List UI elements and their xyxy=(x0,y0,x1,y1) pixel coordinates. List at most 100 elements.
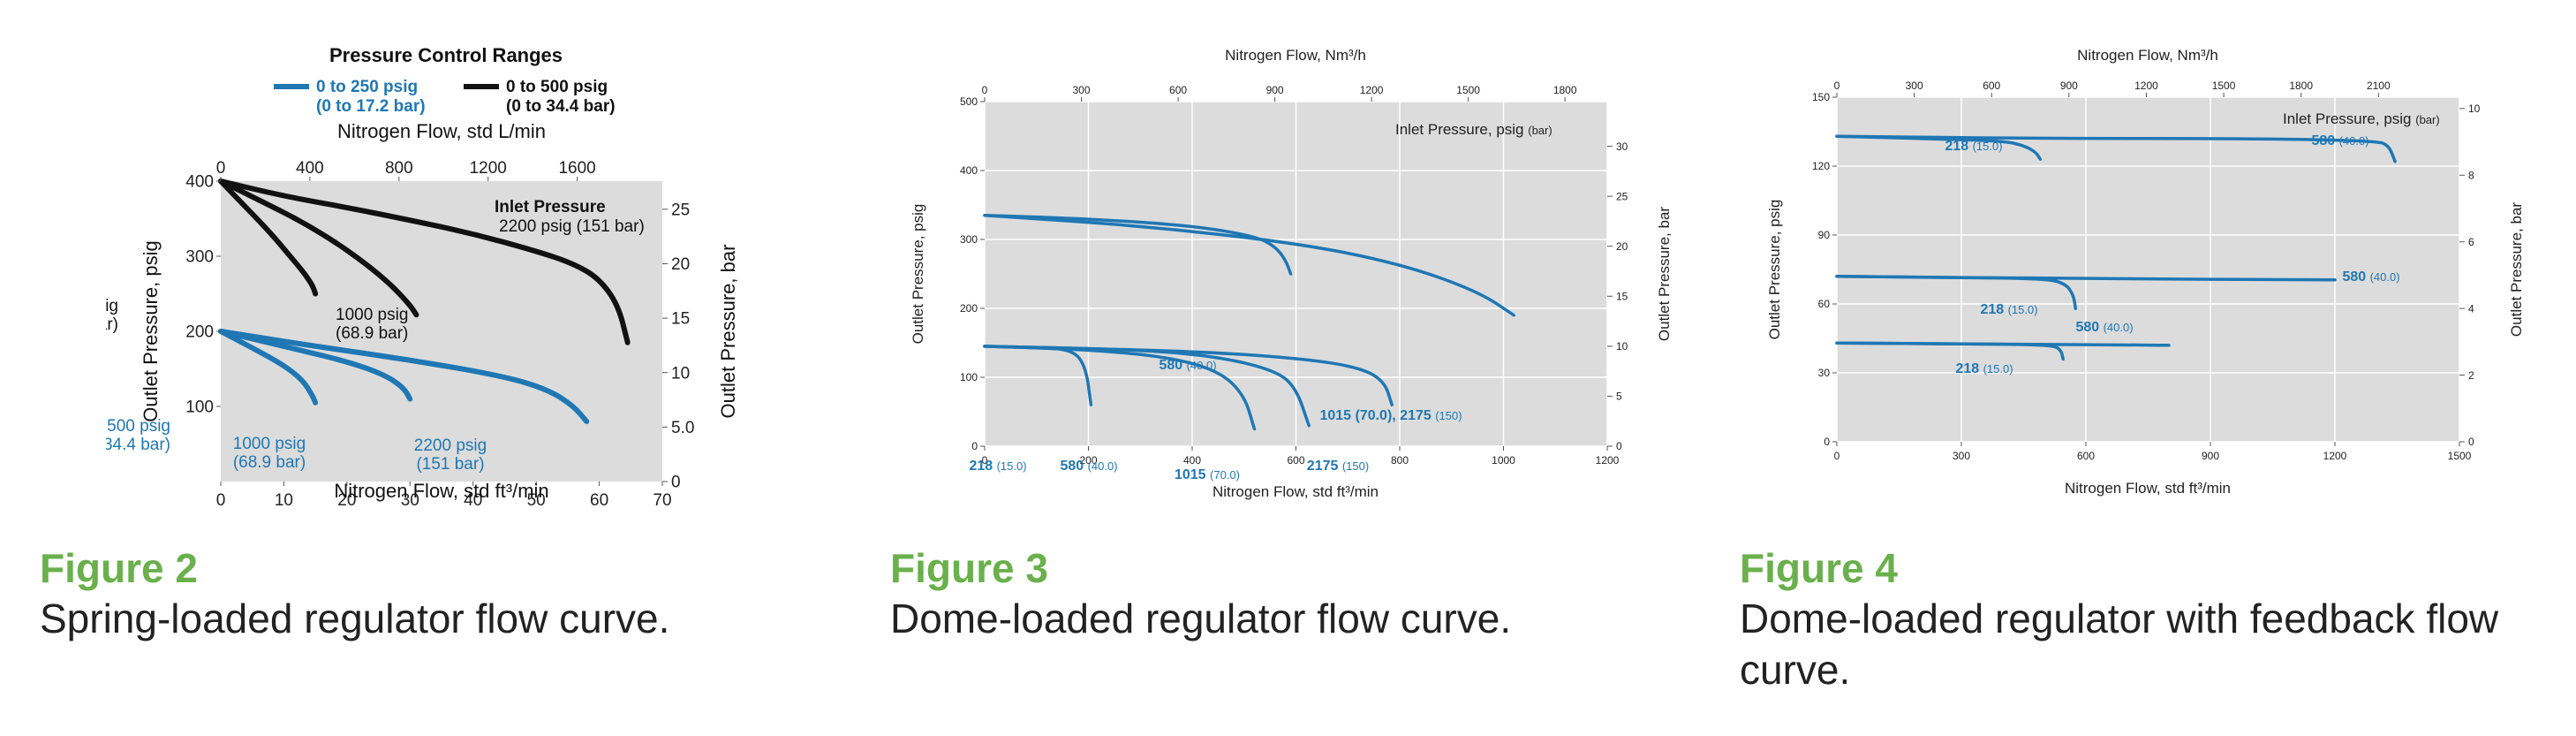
y2-axis-label: Outlet Pressure, bar xyxy=(1656,207,1673,341)
x-tick-label: 1200 xyxy=(2323,450,2347,462)
series-line-1 xyxy=(1835,134,2397,163)
x-tick-label: 1000 xyxy=(1492,454,1515,467)
inlet-annotation-line1: Inlet Pressure, psig xyxy=(1395,121,1524,138)
y-tick-label: 400 xyxy=(960,164,978,177)
series-label-5: 2175 (150) xyxy=(1307,459,1369,474)
figure-2-caption: Figure 2 Spring-loaded regulator flow cu… xyxy=(40,543,782,644)
x-axis-label: Nitrogen Flow, std ft³/min xyxy=(334,480,548,502)
y-axis-label: Outlet Pressure, psig xyxy=(910,204,926,345)
y2-axis-label: Outlet Pressure, bar xyxy=(717,245,739,419)
figure-2-caption-text: Spring-loaded regulator flow curve. xyxy=(40,596,670,641)
figure-3-caption: Figure 3 Dome-loaded regulator flow curv… xyxy=(890,543,1667,644)
x-tick-label: 1200 xyxy=(1596,454,1620,467)
y2-tick-label: 4 xyxy=(2468,302,2474,315)
series-label-0: 580 (40.0) xyxy=(1159,358,1216,373)
series-line-1 xyxy=(983,213,1516,317)
series-label-0: 500 psig(34.4 bar) xyxy=(106,297,118,334)
series-group xyxy=(218,178,631,424)
series-label-3: 500 psig(34.4 bar) xyxy=(106,417,170,454)
series-label-1: 580 (40.0) xyxy=(2311,133,2368,148)
y2-tick-label: 0 xyxy=(671,474,681,492)
x2-tick-label: 1200 xyxy=(470,159,507,178)
x-tick-label: 800 xyxy=(1391,454,1409,467)
y2-tick-label: 10 xyxy=(671,364,690,383)
y-tick-label: 100 xyxy=(960,371,978,383)
series-label-1: 1000 psig (68.9 bar) xyxy=(336,306,408,343)
series-line-5 xyxy=(983,345,1394,406)
inlet-annotation: Inlet Pressure, psig (bar) xyxy=(1395,121,1552,138)
figure-2-label: Figure 2 xyxy=(40,545,198,591)
series-line-3 xyxy=(1835,275,2337,282)
y2-tick-label: 15 xyxy=(671,310,690,329)
figure-3-label: Figure 3 xyxy=(890,545,1048,591)
y-tick-label: 300 xyxy=(185,248,214,267)
y2-tick-label: 5.0 xyxy=(671,419,694,437)
series-label-4: 218 (15.0) xyxy=(1955,361,2013,376)
y2-tick-label: 10 xyxy=(1616,340,1628,353)
x2-tick-label: 1200 xyxy=(1360,84,1384,96)
y-tick-label: 100 xyxy=(185,398,214,417)
y-tick-label: 90 xyxy=(1818,229,1831,241)
x-tick-label: 600 xyxy=(1287,454,1304,467)
plot-area xyxy=(1837,97,2459,442)
y2-tick-label: 25 xyxy=(671,201,690,219)
series-line-0 xyxy=(983,213,1293,276)
x2-axis-label: Nitrogen Flow, Nm³/h xyxy=(1225,47,1366,64)
x2-tick-label: 900 xyxy=(2060,80,2078,92)
figure-4-label: Figure 4 xyxy=(1740,545,1898,591)
y2-tick-label: 15 xyxy=(1616,290,1628,302)
x2-axis-label: Nitrogen Flow, std L/min xyxy=(337,120,546,142)
x2-tick-label: 1500 xyxy=(1456,84,1480,96)
y-tick-label: 0 xyxy=(971,440,978,452)
figure-4-caption: Figure 4 Dome-loaded regulator with feed… xyxy=(1740,543,2534,695)
x-tick-label: 70 xyxy=(653,491,671,510)
series-line-0 xyxy=(218,178,319,297)
series-line-3 xyxy=(218,329,319,406)
x2-tick-label: 1500 xyxy=(2212,80,2236,92)
y-tick-label: 300 xyxy=(960,233,978,246)
y-tick-label: 400 xyxy=(185,173,214,192)
x2-tick-label: 0 xyxy=(982,84,988,96)
x-tick-label: 600 xyxy=(2077,450,2095,462)
y-tick-label: 60 xyxy=(1818,298,1831,310)
x-tick-label: 20 xyxy=(337,491,356,510)
series-label-3: 580 (40.0) xyxy=(1060,459,1117,474)
inlet-annotation: Inlet Pressure, psig (bar) xyxy=(2283,110,2440,127)
x2-tick-label: 900 xyxy=(1266,84,1284,96)
x-tick-label: 0 xyxy=(216,491,226,510)
x-tick-label: 900 xyxy=(2202,450,2219,462)
x2-tick-label: 0 xyxy=(216,159,226,178)
y-tick-label: 200 xyxy=(960,302,978,315)
series-line-2 xyxy=(218,178,631,345)
series-labels: 580 (40.0) 1015 (70.0), 2175 (150) 218 (15… xyxy=(969,358,1462,482)
y2-tick-label: 8 xyxy=(2468,169,2474,181)
y-tick-label: 150 xyxy=(1812,91,1830,103)
x2-tick-label: 0 xyxy=(1834,80,1840,92)
inlet-annotation-line1: Inlet Pressure xyxy=(495,198,606,216)
x-tick-label: 10 xyxy=(275,491,293,510)
series-line-1 xyxy=(218,178,419,318)
y-tick-label: 0 xyxy=(1824,436,1830,448)
x2-tick-label: 600 xyxy=(1169,84,1187,96)
x2-tick-label: 2100 xyxy=(2367,80,2391,92)
y2-tick-label: 20 xyxy=(1616,240,1628,253)
series-label-3: 580 (40.0) xyxy=(2342,269,2399,285)
x2-tick-label: 400 xyxy=(296,159,324,178)
y2-tick-label: 6 xyxy=(2468,236,2474,248)
y-tick-label: 30 xyxy=(1818,367,1831,379)
x2-tick-label: 1800 xyxy=(2289,80,2313,92)
legend-blue-sub: (0 to 17.2 bar) xyxy=(316,97,426,116)
x-tick-label: 1500 xyxy=(2448,450,2472,462)
x-axis-label: Nitrogen Flow, std ft³/min xyxy=(2065,480,2231,497)
x2-axis-label: Nitrogen Flow, Nm³/h xyxy=(2077,47,2218,64)
x2-tick-label: 1800 xyxy=(1553,84,1577,96)
inlet-annotation-line1: Inlet Pressure, psig xyxy=(2283,110,2412,127)
chart-title: Pressure Control Ranges xyxy=(329,44,563,66)
x2-tick-label: 1600 xyxy=(558,159,595,178)
x-tick-label: 0 xyxy=(1834,450,1840,462)
